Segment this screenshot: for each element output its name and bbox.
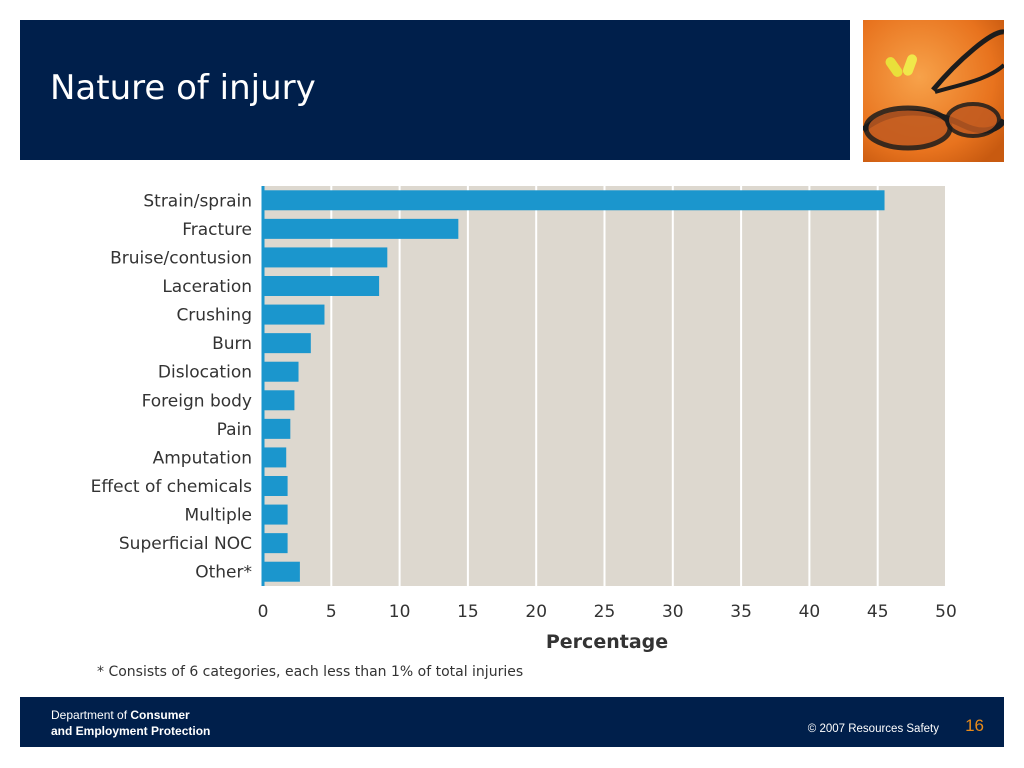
bar bbox=[263, 476, 288, 496]
safety-glasses-photo bbox=[863, 20, 1004, 162]
category-label: Laceration bbox=[162, 277, 252, 297]
injury-bar-chart: Strain/sprain Fracture Bruise/contusion Lac… bbox=[91, 186, 957, 680]
footer-bar: Department of Consumer and Employment Pr… bbox=[20, 697, 1004, 747]
category-label: Effect of chemicals bbox=[91, 477, 252, 497]
department-name: Department of Consumer and Employment Pr… bbox=[51, 707, 210, 739]
category-label: Bruise/contusion bbox=[110, 248, 252, 268]
category-label: Other* bbox=[195, 563, 252, 583]
safety-glasses-icon bbox=[863, 20, 1004, 162]
dept-line-2: and Employment Protection bbox=[51, 724, 211, 738]
x-tick-label: 35 bbox=[730, 602, 752, 622]
page-number: 16 bbox=[965, 716, 984, 735]
dept-bold: Consumer bbox=[130, 708, 190, 722]
x-tick-label: 0 bbox=[258, 602, 269, 622]
bar bbox=[263, 218, 459, 239]
category-label: Strain/sprain bbox=[143, 191, 252, 211]
x-axis-label: Percentage bbox=[546, 631, 668, 653]
x-tick-label: 45 bbox=[867, 602, 889, 622]
category-label: Crushing bbox=[176, 306, 252, 326]
category-label: Burn bbox=[212, 334, 252, 354]
category-label: Multiple bbox=[184, 506, 252, 526]
bar bbox=[263, 304, 325, 325]
bar bbox=[263, 561, 300, 582]
bar bbox=[263, 190, 885, 211]
x-tick-label: 20 bbox=[525, 602, 547, 622]
bar bbox=[263, 533, 288, 554]
category-label: Fracture bbox=[182, 220, 252, 240]
x-tick-label: 5 bbox=[326, 602, 337, 622]
category-labels: Strain/sprain Fracture Bruise/contusion Lac… bbox=[91, 191, 252, 582]
x-tick-label: 10 bbox=[389, 602, 411, 622]
x-tick-label: 15 bbox=[457, 602, 479, 622]
bar bbox=[263, 247, 388, 268]
footnote: * Consists of 6 categories, each less th… bbox=[97, 664, 523, 680]
category-label: Pain bbox=[217, 420, 252, 440]
category-label: Superficial NOC bbox=[119, 534, 252, 554]
x-tick-label: 25 bbox=[594, 602, 616, 622]
title-banner: Nature of injury bbox=[20, 20, 850, 160]
category-label: Foreign body bbox=[142, 391, 252, 411]
bars bbox=[263, 190, 885, 582]
bar bbox=[263, 390, 295, 411]
x-tick-label: 30 bbox=[662, 602, 684, 622]
copyright-text: © 2007 Resources Safety bbox=[807, 723, 939, 735]
slide-title: Nature of injury bbox=[50, 68, 316, 108]
x-tick-label: 50 bbox=[935, 602, 957, 622]
x-tick-label: 40 bbox=[799, 602, 821, 622]
dept-prefix: Department of bbox=[51, 708, 131, 722]
category-label: Amputation bbox=[153, 448, 252, 468]
x-tick-labels: 0 5 10 15 20 25 30 35 40 45 50 bbox=[258, 602, 957, 622]
bar bbox=[263, 276, 380, 296]
bar bbox=[263, 361, 299, 382]
bar bbox=[263, 418, 291, 439]
bar bbox=[263, 504, 288, 525]
bar bbox=[263, 447, 287, 468]
category-label: Dislocation bbox=[158, 363, 252, 383]
bar bbox=[263, 333, 311, 354]
